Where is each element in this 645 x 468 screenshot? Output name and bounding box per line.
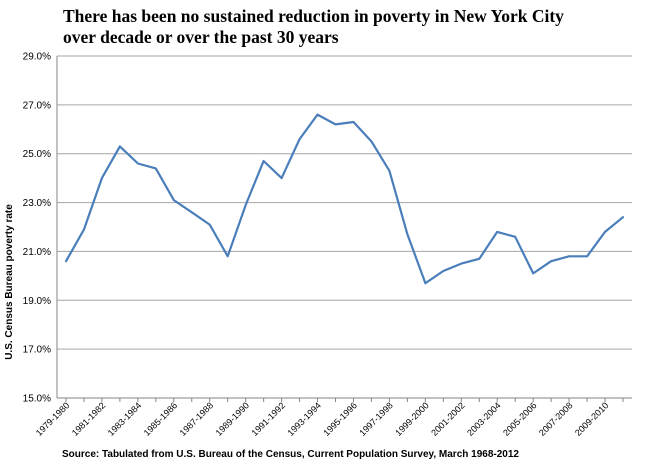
data-point	[209, 223, 211, 225]
data-point	[298, 138, 300, 140]
x-tick-label: 1987-1988	[178, 400, 216, 438]
data-point	[514, 236, 516, 238]
x-tick-label: 2009-2010	[573, 400, 611, 438]
data-point	[83, 228, 85, 230]
data-point	[604, 231, 606, 233]
x-tick-label: 1997-1998	[357, 400, 395, 438]
gridlines	[57, 55, 632, 350]
chart-title: There has been no sustained reduction in…	[63, 6, 623, 48]
data-point	[334, 123, 336, 125]
data-point	[388, 170, 390, 172]
data-point	[622, 216, 624, 218]
x-tick-label: 2007-2008	[537, 400, 575, 438]
data-point	[352, 121, 354, 123]
data-point	[244, 204, 246, 206]
chart-title-line-1: There has been no sustained reduction in…	[63, 6, 564, 26]
axes	[56, 56, 632, 402]
y-tick-labels: 15.0% 17.0% 19.0% 21.0% 23.0% 25.0% 27.0% 29.0%	[23, 52, 51, 405]
data-point	[478, 258, 480, 260]
x-tick-label: 1979-1980	[34, 400, 72, 438]
x-tick-label: 2001-2002	[429, 400, 467, 438]
x-tick-label: 1989-1990	[214, 400, 252, 438]
x-tick-label: 1991-1992	[250, 400, 288, 438]
data-point	[460, 262, 462, 264]
data-point	[406, 233, 408, 235]
x-tick-labels: 1979-19801981-19821983-19841985-19861987…	[34, 400, 611, 438]
data-point	[532, 272, 534, 274]
data-point	[191, 211, 193, 213]
series-line	[64, 113, 625, 285]
y-tick-label: 19.0%	[23, 296, 51, 307]
y-tick-label: 23.0%	[23, 198, 51, 209]
data-point	[262, 160, 264, 162]
data-point	[496, 231, 498, 233]
y-axis-label: U.S. Census Bureau poverty rate	[4, 204, 15, 360]
x-tick-label: 2005-2006	[501, 400, 539, 438]
data-point	[586, 255, 588, 257]
x-tick-label: 1983-1984	[106, 400, 144, 438]
data-point	[280, 177, 282, 179]
data-point	[227, 255, 229, 257]
data-point	[155, 167, 157, 169]
y-tick-label: 21.0%	[23, 247, 51, 258]
y-tick-label: 29.0%	[23, 52, 51, 63]
y-tick-label: 27.0%	[23, 100, 51, 111]
y-tick-label: 25.0%	[23, 149, 51, 160]
source-note: Source: Tabulated from U.S. Bureau of th…	[62, 449, 519, 460]
x-tick-label: 2003-2004	[465, 400, 503, 438]
series	[64, 113, 625, 285]
data-point	[137, 162, 139, 164]
data-point	[442, 270, 444, 272]
x-tick-label: 1985-1986	[142, 400, 180, 438]
data-point	[119, 145, 121, 147]
y-tick-label: 17.0%	[23, 345, 51, 356]
data-point	[370, 140, 372, 142]
data-point	[568, 255, 570, 257]
data-point	[101, 177, 103, 179]
y-tick-label: 15.0%	[23, 394, 51, 405]
x-tick-label: 1993-1994	[285, 400, 323, 438]
x-tick-label: 1995-1996	[321, 400, 359, 438]
chart-title-line-2: over decade or over the past 30 years	[63, 27, 339, 47]
data-point	[173, 199, 175, 201]
data-point	[65, 260, 67, 262]
data-point	[424, 282, 426, 284]
data-point	[316, 113, 318, 115]
x-tick-label: 1999-2000	[393, 400, 431, 438]
data-point	[550, 260, 552, 262]
x-tick-label: 1981-1982	[70, 400, 108, 438]
